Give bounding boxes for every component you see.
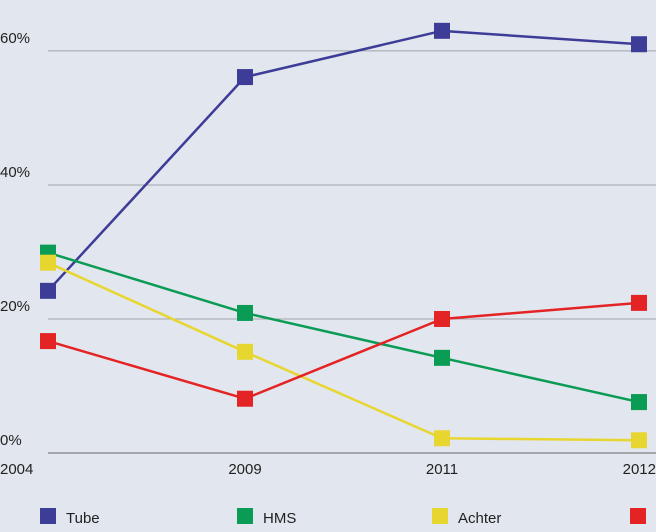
point-marker (40, 333, 56, 350)
legend-swatch (630, 508, 646, 524)
legend-label: Achter (458, 510, 501, 527)
point-marker (631, 432, 647, 449)
legend-swatch (432, 508, 448, 524)
legend-label: Tube (66, 510, 100, 527)
y-tick-label: 0% (0, 432, 22, 449)
point-marker (237, 390, 253, 407)
point-marker (434, 430, 450, 447)
point-marker (631, 36, 647, 53)
legend-swatch (40, 508, 56, 524)
y-tick-label: 20% (0, 298, 30, 315)
series-line (47, 301, 640, 401)
series-line (47, 29, 640, 292)
x-tick-label: 2012 (623, 461, 656, 478)
series-line (47, 251, 640, 404)
point-marker (40, 254, 56, 271)
point-marker (434, 22, 450, 39)
point-marker (631, 394, 647, 411)
x-tick-label: 2011 (426, 461, 458, 478)
point-marker (237, 343, 253, 360)
point-marker (434, 349, 450, 366)
y-tick-label: 40% (0, 164, 30, 181)
legend-swatch (237, 508, 253, 524)
point-marker (631, 294, 647, 311)
x-tick-label: 2009 (228, 461, 261, 478)
point-marker (237, 69, 253, 86)
x-tick-label: 2004 (0, 461, 33, 478)
point-marker (434, 310, 450, 327)
legend-label: HMS (263, 510, 296, 527)
y-tick-label: 60% (0, 30, 30, 47)
series-line (47, 261, 640, 442)
point-marker (40, 282, 56, 299)
point-marker (237, 304, 253, 321)
